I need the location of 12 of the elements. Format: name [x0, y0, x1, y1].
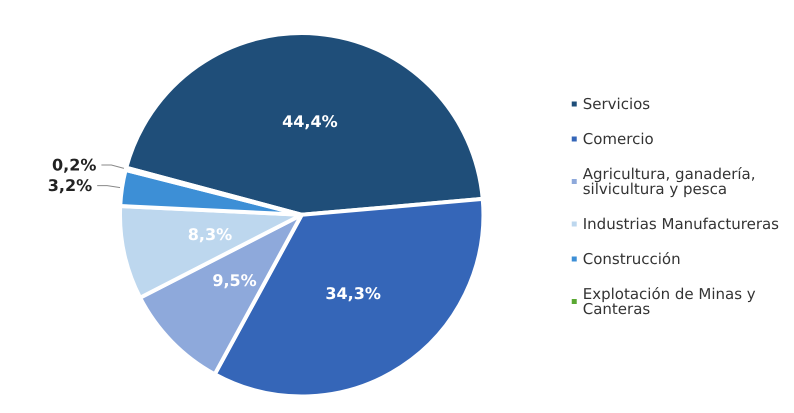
legend-label: Comercio: [582, 130, 654, 148]
legend-label: Servicios: [582, 95, 650, 113]
legend-label: Explotación de Minas y Canteras: [582, 285, 760, 318]
data-label: 34,3%: [325, 284, 381, 303]
data-label: 0,2%: [52, 156, 96, 175]
data-label: 3,2%: [48, 176, 92, 196]
data-label: 8,3%: [188, 225, 232, 244]
legend-label: Construcción: [582, 250, 681, 268]
data-label: 44,4%: [282, 112, 338, 131]
legend-label: Agricultura, ganadería, silvicultura y pesca: [582, 165, 760, 198]
data-label: 9,5%: [212, 270, 257, 290]
legend-label: Industrias Manufactureras: [582, 215, 780, 233]
